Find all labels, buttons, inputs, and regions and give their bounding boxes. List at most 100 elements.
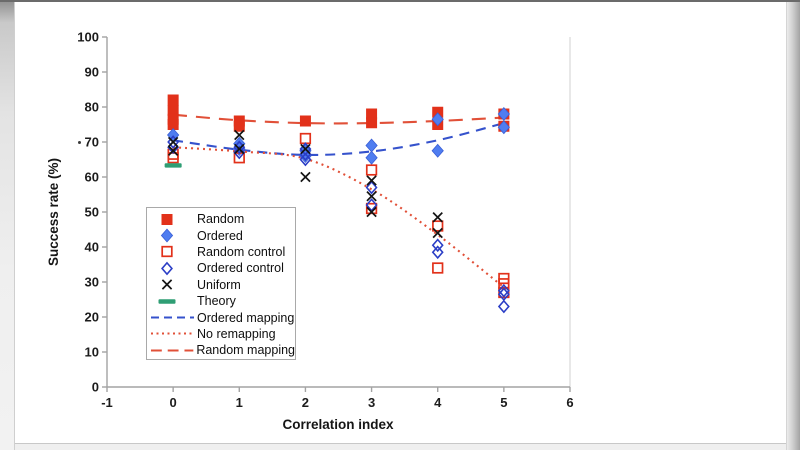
viewer-top-border	[0, 0, 800, 2]
x-tick-label: -1	[101, 395, 113, 410]
data-point-uniform	[300, 171, 311, 183]
data-point-ordered-control	[497, 299, 510, 314]
data-point-uniform	[366, 191, 377, 202]
data-point-random-control	[432, 220, 444, 232]
stray-dot	[78, 141, 81, 144]
y-tick-label: 10	[85, 345, 99, 360]
line-ordered-mapping	[172, 122, 505, 156]
legend-marker-random-control	[161, 246, 173, 258]
data-point-uniform	[366, 175, 377, 186]
y-tick-label: 40	[85, 240, 99, 255]
legend: Random Ordered Random control Ordered contr…	[146, 207, 296, 360]
scatter-points	[164, 94, 510, 314]
data-point-random	[233, 120, 245, 132]
y-tick-label: 70	[85, 135, 99, 150]
data-point-ordered-control	[431, 245, 444, 260]
x-tick-label: 5	[500, 395, 507, 410]
data-point-ordered	[431, 112, 444, 127]
viewer-left-gutter	[0, 0, 15, 450]
viewer-right-gutter	[786, 0, 800, 450]
data-point-ordered-control	[431, 238, 444, 253]
legend-label-ordered-mapping: Ordered mapping	[197, 310, 295, 325]
line-random-mapping	[173, 113, 504, 125]
data-point-ordered	[431, 143, 444, 158]
data-point-ordered-control	[365, 198, 378, 212]
data-point-ordered-control	[299, 152, 312, 167]
data-point-ordered-control	[497, 283, 510, 298]
data-point-random	[167, 105, 179, 116]
document-page: -1 0 1 2 3 4 5 6 0 10 20 30 40 50 60 70 80 90 100 Correlat…	[14, 2, 787, 444]
x-tick-label: 6	[566, 395, 573, 410]
y-axis-title: Success rate (%)	[46, 158, 61, 266]
legend-marker-random	[161, 213, 173, 225]
data-point-ordered	[167, 127, 180, 143]
data-point-uniform	[300, 143, 311, 155]
y-tick-label: 30	[85, 275, 99, 290]
legend-marker-no-remapping	[151, 332, 194, 335]
legend-marker-random	[161, 213, 173, 225]
legend-label-random-mapping: Random mapping	[196, 343, 295, 358]
data-point-ordered	[365, 138, 378, 153]
legend-marker-uniform	[161, 279, 173, 290]
data-point-random	[366, 108, 378, 120]
legend-marker-theory	[158, 298, 176, 304]
data-point-ordered-control	[233, 145, 246, 160]
y-tick-label: 60	[85, 170, 99, 185]
data-point-uniform	[432, 212, 443, 223]
legend-label-ordered-control: Ordered control	[197, 261, 284, 276]
legend-item-ordered-control: Ordered control	[149, 260, 295, 276]
data-point-random-control	[365, 164, 378, 176]
data-point-uniform	[167, 136, 179, 148]
y-tick-label: 100	[77, 30, 99, 45]
data-point-ordered-control	[167, 135, 180, 149]
data-point-random-control	[299, 132, 312, 145]
data-point-random	[167, 94, 179, 106]
viewer-bottom-gutter	[0, 443, 800, 450]
legend-marker-ordered-mapping	[151, 316, 194, 319]
data-point-ordered	[365, 150, 378, 165]
data-point-uniform	[432, 227, 443, 239]
legend-label-theory: Theory	[197, 294, 236, 309]
legend-item-random-control: Random control	[149, 244, 295, 260]
x-tick-label: 2	[302, 395, 309, 410]
data-point-uniform	[234, 129, 245, 141]
legend-marker-ordered	[160, 228, 174, 243]
data-point-random-control	[432, 262, 444, 274]
data-point-ordered-control	[365, 180, 378, 195]
legend-label-no-remapping: No remapping	[197, 326, 276, 341]
y-tick-label: 50	[85, 205, 99, 220]
legend-marker-random-mapping	[150, 349, 194, 352]
legend-label-random-control: Random control	[197, 244, 286, 259]
y-tick-label: 80	[85, 100, 99, 115]
y-tick-label: 20	[85, 310, 99, 325]
x-tick-label: 0	[170, 395, 177, 410]
data-point-random-control	[365, 202, 378, 215]
data-point-random	[299, 115, 311, 127]
legend-label-random: Random	[197, 212, 245, 227]
data-point-uniform	[234, 143, 245, 155]
legend-item-uniform: Uniform	[149, 277, 295, 293]
data-point-ordered	[497, 120, 510, 135]
data-point-random	[167, 119, 179, 130]
legend-item-random-mapping: Random mapping	[149, 342, 295, 358]
legend-marker-ordered	[160, 228, 174, 243]
data-point-uniform	[167, 145, 179, 156]
legend-marker-ordered-control	[161, 261, 173, 276]
data-point-random	[366, 117, 378, 129]
line-series	[172, 113, 505, 289]
data-point-uniform	[366, 206, 377, 218]
legend-label-uniform: Uniform	[197, 277, 241, 292]
legend-label-ordered: Ordered	[197, 228, 243, 243]
x-axis-title: Correlation index	[282, 417, 394, 432]
legend-item-ordered: Ordered	[149, 227, 295, 243]
y-tick-label: 0	[92, 380, 99, 395]
legend-item-no-remapping: No remapping	[149, 326, 295, 342]
legend-item-random: Random	[149, 211, 295, 227]
x-tick-label: 4	[434, 395, 442, 410]
legend-marker-uniform	[161, 279, 173, 290]
legend-marker-ordered-control	[161, 261, 173, 276]
y-tick-label: 90	[85, 65, 99, 80]
line-no-remapping	[173, 146, 505, 289]
